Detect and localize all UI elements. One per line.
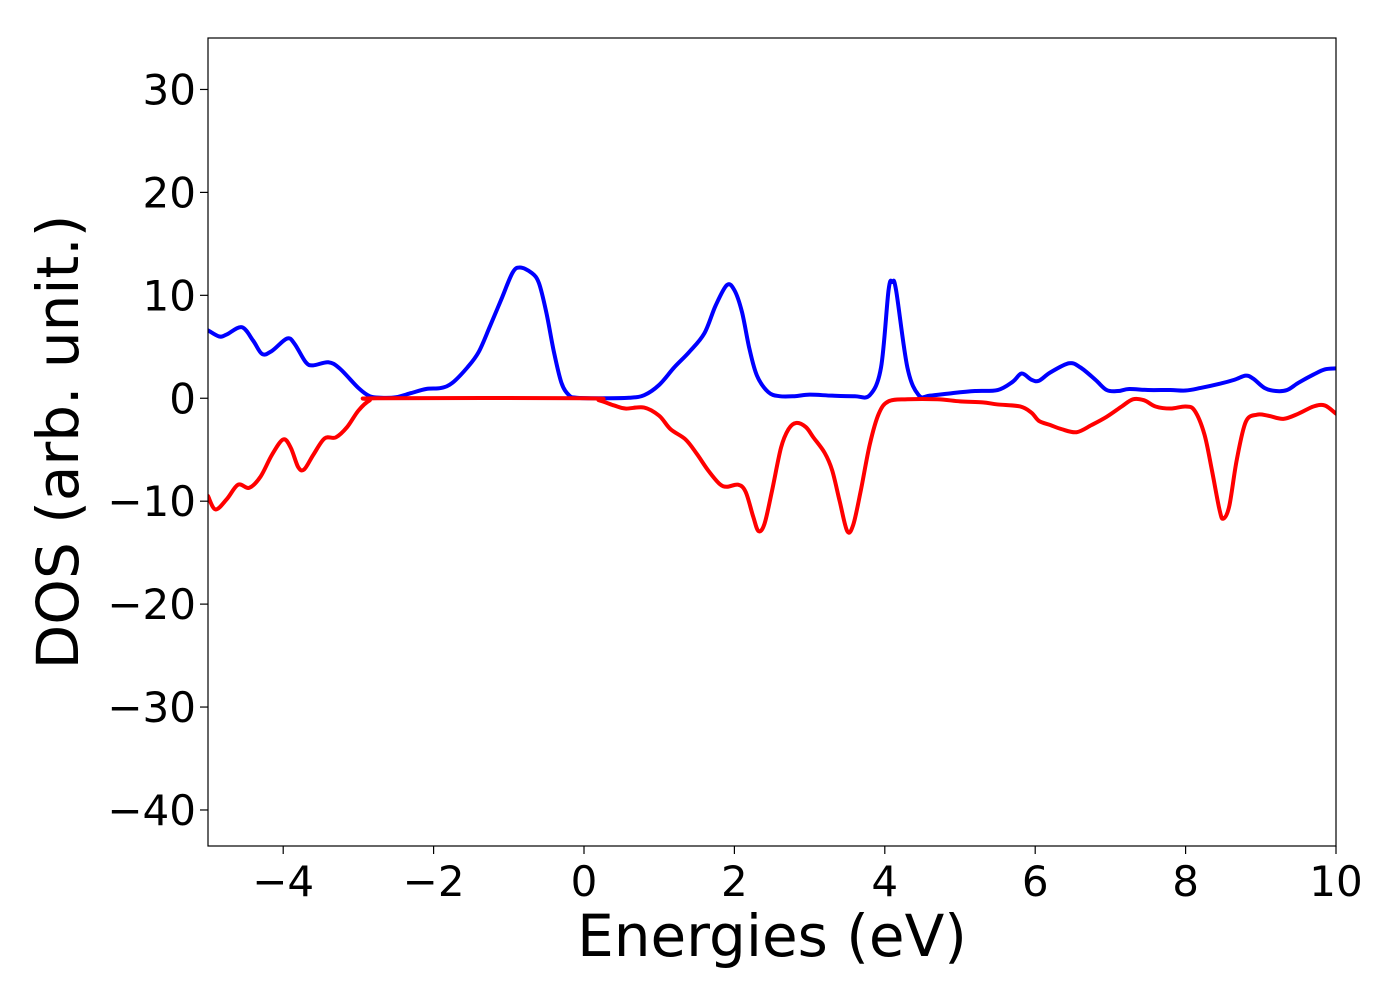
y-tick-label: −40 [107,786,196,835]
y-axis-ticks: 30 20 10 0 −10 −20 −30 −40 [107,65,208,835]
y-tick-label: 10 [143,271,196,320]
x-tick-label: 6 [1022,857,1049,906]
y-tick-label: −30 [107,683,196,732]
series-line-blue [208,265,1336,401]
y-tick-label: 0 [169,374,196,423]
x-tick-label: 2 [721,857,748,906]
y-axis-label: DOS (arb. unit.) [24,215,92,670]
x-tick-label: −2 [403,857,465,906]
x-tick-label: −4 [252,857,314,906]
x-tick-label: 10 [1309,857,1362,906]
x-tick-label: 8 [1172,857,1199,906]
y-tick-label: −10 [107,477,196,526]
y-tick-label: 30 [143,65,196,114]
x-tick-label: 4 [871,857,898,906]
x-axis-label: Energies (eV) [577,902,967,970]
y-tick-label: −20 [107,580,196,629]
series-layer [208,265,1336,535]
y-tick-label: 20 [143,168,196,217]
x-axis-ticks: −4 −2 0 2 4 6 8 10 [252,846,1363,906]
series-line-red [208,395,1336,535]
plot-area-frame [207,37,1337,847]
x-tick-label: 0 [571,857,598,906]
